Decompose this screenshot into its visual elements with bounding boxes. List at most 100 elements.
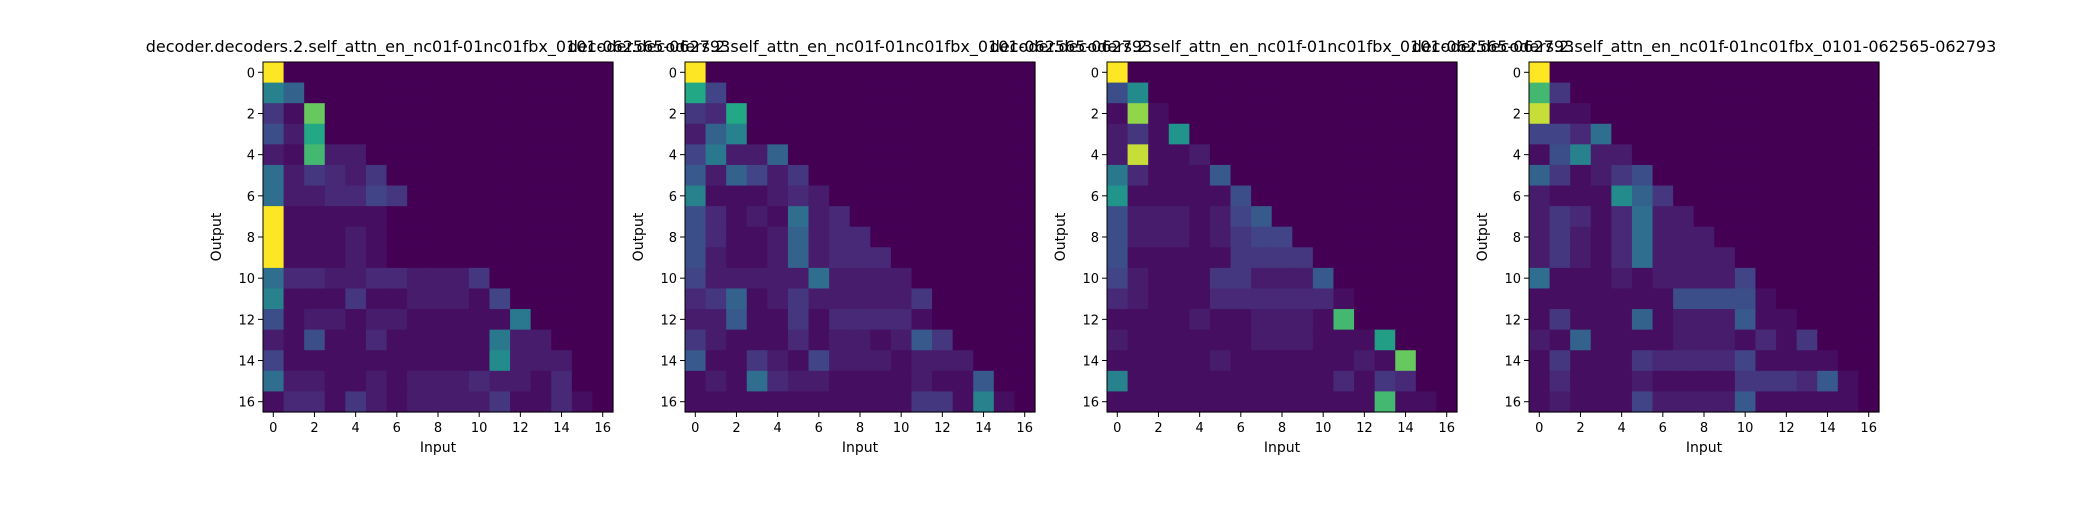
heatmap-cell <box>530 144 552 166</box>
heatmap-cell <box>849 123 871 145</box>
heatmap-cell <box>1796 103 1818 125</box>
heatmap-cell <box>1652 185 1674 207</box>
heatmap-cell <box>1209 226 1232 248</box>
heatmap-cell <box>1312 123 1335 145</box>
heatmap-cell <box>1693 82 1715 104</box>
heatmap-cell <box>1189 164 1211 187</box>
heatmap-cell <box>1796 288 1818 310</box>
heatmap-cell <box>468 329 491 351</box>
heatmap-cell <box>890 350 913 372</box>
heatmap-cell <box>829 123 851 145</box>
heatmap-cell <box>746 247 768 269</box>
heatmap-cell <box>1148 185 1170 207</box>
heatmap-cell <box>263 144 285 166</box>
heatmap-cell <box>932 391 954 413</box>
heatmap-cell <box>952 62 974 84</box>
heatmap-cell <box>489 288 511 310</box>
x-axis-label: Input <box>1264 440 1301 456</box>
heatmap-cell <box>911 144 933 166</box>
heatmap-cell <box>1570 82 1592 104</box>
heatmap-cell <box>1395 329 1417 351</box>
heatmap-cell <box>1631 123 1654 145</box>
heatmap-cell <box>1271 206 1293 228</box>
heatmap-cell <box>551 391 573 413</box>
heatmap-cell <box>283 185 305 207</box>
heatmap-cell <box>1570 267 1592 290</box>
heatmap-cell <box>1714 247 1736 269</box>
x-axis-label: Input <box>1686 440 1723 456</box>
heatmap-cell <box>263 206 285 228</box>
heatmap-cell <box>1652 309 1674 331</box>
x-tick-label: 8 <box>1700 421 1708 436</box>
heatmap-cell <box>1230 267 1252 290</box>
heatmap-cell <box>1354 247 1376 269</box>
heatmap-cell <box>1230 288 1252 310</box>
heatmap-cell <box>1312 267 1335 290</box>
heatmap-cell <box>911 206 933 228</box>
heatmap-cell <box>746 185 768 207</box>
heatmap-cell <box>510 206 532 228</box>
heatmap-cell <box>1631 103 1654 125</box>
heatmap-cell <box>1693 123 1715 145</box>
heatmap-cell <box>952 370 974 393</box>
heatmap-cell <box>592 144 614 166</box>
heatmap-cell <box>726 144 748 166</box>
heatmap-cell <box>993 329 1016 351</box>
heatmap-cell <box>1127 391 1149 413</box>
heatmap-cell <box>726 185 748 207</box>
y-tick-label: 14 <box>1082 355 1099 370</box>
heatmap-cell <box>1436 82 1458 104</box>
heatmap-cell <box>1271 103 1293 125</box>
heatmap-cell <box>1354 226 1376 248</box>
heatmap-cell <box>932 226 954 248</box>
heatmap-cell <box>1292 103 1314 125</box>
heatmap-cell <box>829 164 851 187</box>
heatmap-cell <box>685 103 707 125</box>
heatmap-cell <box>551 164 573 187</box>
heatmap-cell <box>304 329 326 351</box>
heatmap-cell <box>1631 164 1654 187</box>
heatmap-cell <box>1776 309 1798 331</box>
heatmap-cell <box>1529 103 1551 125</box>
heatmap-cell <box>1312 288 1335 310</box>
heatmap-cell <box>993 267 1016 290</box>
heatmap-cell <box>973 309 995 331</box>
heatmap-cell <box>685 309 707 331</box>
heatmap-cell <box>1673 247 1695 269</box>
heatmap-cell <box>890 247 913 269</box>
heatmap-cell <box>1529 62 1551 84</box>
heatmap-cell <box>324 391 346 413</box>
heatmap-cell <box>530 82 552 104</box>
heatmap-cell <box>1714 62 1736 84</box>
heatmap-cell <box>1230 329 1252 351</box>
heatmap-cell <box>890 309 913 331</box>
heatmap-cell <box>1611 123 1633 145</box>
heatmap-cell <box>1631 288 1654 310</box>
heatmap-cell <box>1395 267 1417 290</box>
heatmap-cell <box>726 226 748 248</box>
heatmap-cell <box>1107 267 1129 290</box>
heatmap-cell <box>1168 82 1190 104</box>
heatmap-cell <box>870 82 892 104</box>
heatmap-cell <box>1354 206 1376 228</box>
heatmap-cell <box>973 350 995 372</box>
heatmap-cell <box>952 82 974 104</box>
heatmap-cell <box>1796 391 1818 413</box>
heatmap-cell <box>345 329 367 351</box>
heatmap-cell <box>1549 185 1571 207</box>
y-tick-label: 2 <box>669 107 677 122</box>
heatmap-cell <box>1333 103 1355 125</box>
heatmap-cell <box>1271 350 1293 372</box>
heatmap-cell <box>1415 329 1438 351</box>
heatmap-cell <box>1734 370 1757 393</box>
heatmap-cell <box>592 391 614 413</box>
heatmap-cell <box>911 267 933 290</box>
heatmap-cell <box>1107 62 1129 84</box>
heatmap-cell <box>1209 123 1232 145</box>
heatmap-cell <box>1590 350 1612 372</box>
heatmap-cell <box>1570 247 1592 269</box>
heatmap-cell <box>1014 82 1036 104</box>
heatmap-cell <box>263 329 285 351</box>
heatmap-cell <box>427 62 449 84</box>
heatmap-cell <box>386 144 408 166</box>
